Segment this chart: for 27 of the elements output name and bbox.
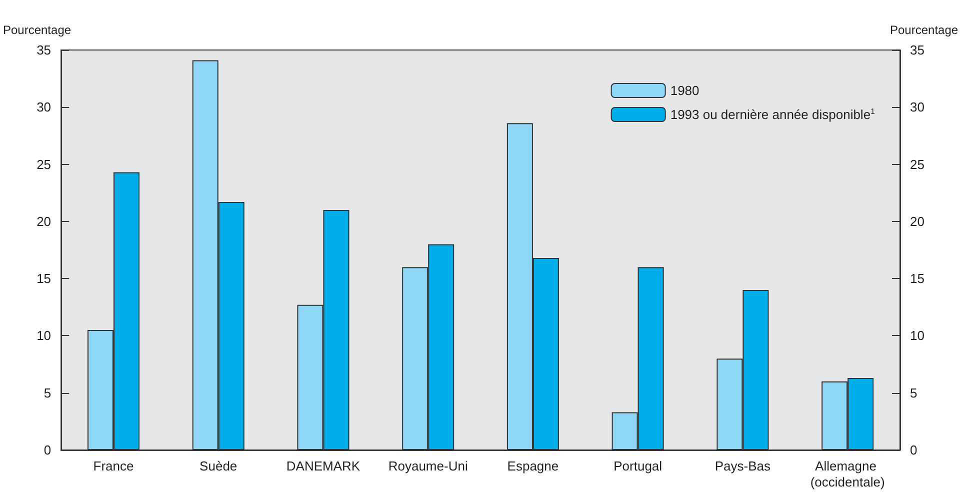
x-tick-label: Allemagne (occidentale) [810, 458, 885, 490]
y2-tick-label: 30 [910, 100, 924, 115]
x-tick-label: Espagne [507, 458, 559, 474]
x-tick-label: Portugal [614, 458, 662, 474]
x-tick-label: DANEMARK [286, 458, 360, 474]
y2-axis-title: Pourcentage [890, 23, 958, 37]
y-tick-label: 30 [36, 100, 52, 115]
y-tick-label: 20 [36, 214, 52, 229]
x-tick-label: Suède [200, 458, 238, 474]
y-tick-label: 0 [44, 442, 52, 458]
y-tick-label: 25 [36, 156, 52, 172]
y-tick-label: 35 [36, 42, 52, 58]
y2-tick-label: 35 [910, 42, 924, 58]
y-tick-label: 5 [44, 385, 52, 400]
y2-tick-label: 20 [910, 214, 924, 229]
x-tick-label: France [93, 458, 134, 474]
y-tick-label: 15 [36, 271, 52, 286]
y2-tick-label: 0 [910, 442, 918, 458]
y2-tick-label: 25 [910, 156, 924, 172]
y2-tick-label: 15 [910, 271, 924, 286]
y-tick-label: 10 [36, 328, 52, 344]
legend-label: 1980 [670, 83, 700, 98]
y2-tick-label: 10 [910, 328, 924, 344]
y-axis-title: Pourcentage [2, 23, 72, 37]
y2-tick-label: 5 [910, 385, 918, 400]
x-tick-label: Royaume-Uni [388, 458, 468, 474]
x-tick-label: Pays-Bas [714, 458, 772, 474]
